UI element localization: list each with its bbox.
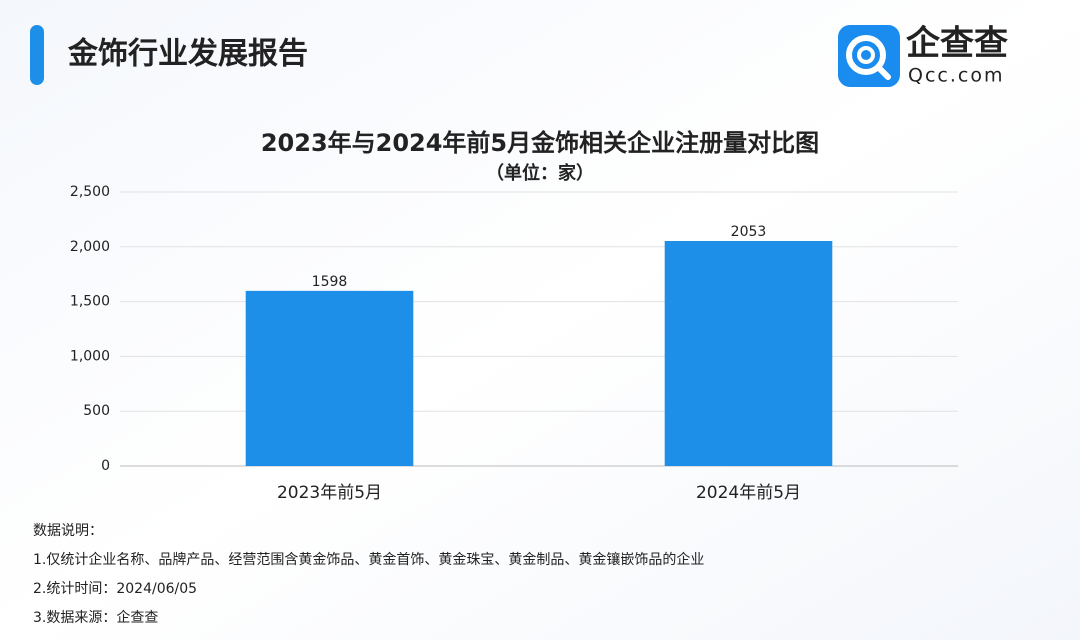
bar: [245, 290, 414, 466]
note: 3.数据来源：企查查: [33, 609, 158, 626]
note: 1.仅统计企业名称、品牌产品、经营范围含黄金饰品、黄金首饰、黄金珠宝、黄金制品、…: [33, 551, 704, 568]
logo-domain: Qcc.com: [908, 65, 1004, 87]
y-tick-label: 2,500: [70, 184, 110, 200]
bar: [664, 240, 833, 466]
value-label: 1598: [312, 274, 348, 290]
logo-name: 企查查: [906, 24, 1008, 64]
note: 数据说明：: [33, 523, 103, 539]
logo-icon-inner: [857, 46, 875, 64]
logo-icon-ring: [846, 35, 886, 75]
value-label: 2053: [731, 224, 767, 240]
y-tick-label: 500: [83, 403, 110, 419]
x-tick-label: 2023年前5月: [277, 483, 382, 503]
header-title: 金饰行业发展报告: [67, 37, 308, 72]
logo-icon-tail: [875, 64, 891, 80]
x-tick-label: 2024年前5月: [696, 483, 801, 503]
y-tick-label: 1,000: [70, 348, 110, 364]
note: 2.统计时间：2024/06/05: [33, 581, 197, 597]
chart-title: 2023年与2024年前5月金饰相关企业注册量对比图: [261, 129, 819, 157]
y-tick-label: 2,000: [70, 239, 110, 255]
y-tick-label: 1,500: [70, 294, 110, 310]
header-accent: [30, 25, 44, 85]
notes: 数据说明： 1.仅统计企业名称、品牌产品、经营范围含黄金饰品、黄金首饰、黄金珠宝、…: [33, 523, 704, 626]
chart-subtitle: （单位：家）: [486, 162, 594, 184]
y-tick-label: 0: [101, 458, 110, 474]
